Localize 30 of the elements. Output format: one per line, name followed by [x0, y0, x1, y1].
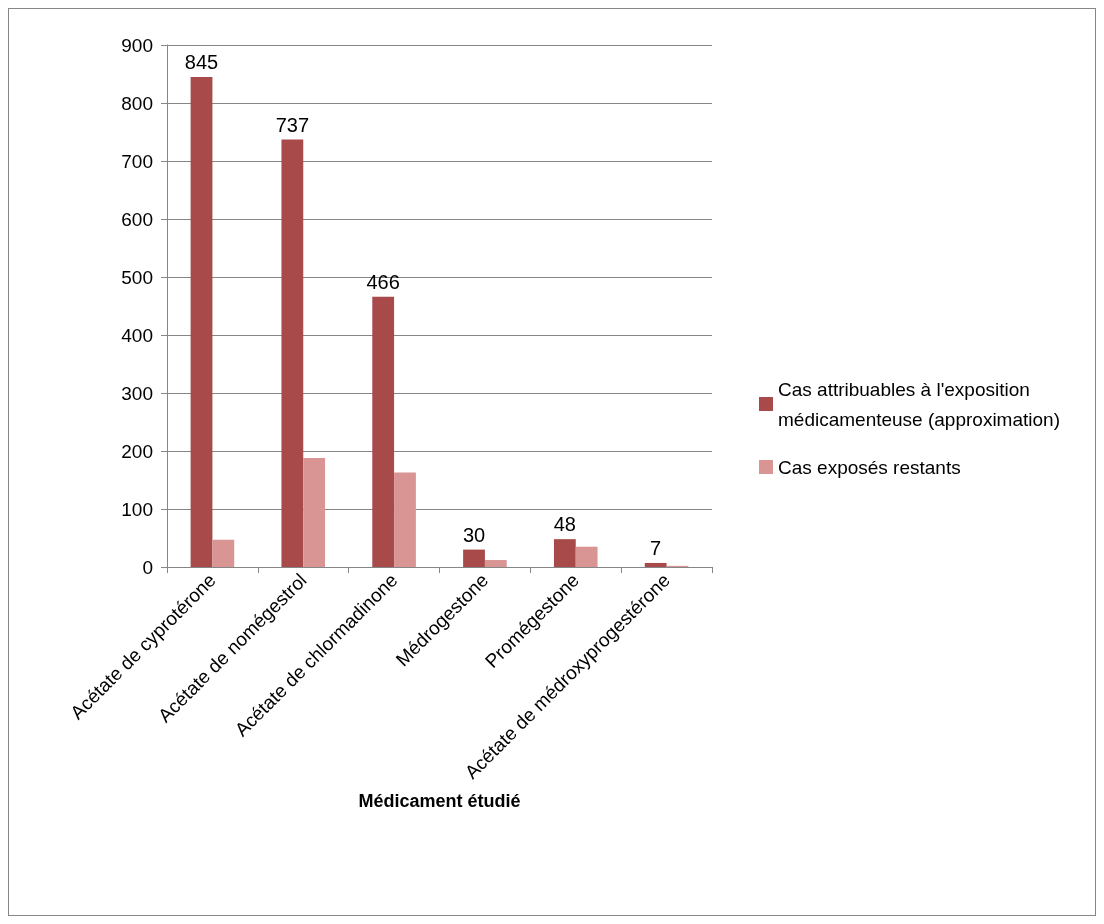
data-label: 466 — [366, 270, 400, 293]
bar — [484, 560, 507, 567]
y-tick-label: 100 — [121, 498, 153, 520]
y-tick-label: 500 — [121, 266, 153, 288]
data-label: 845 — [184, 50, 219, 73]
data-label: 48 — [553, 513, 576, 536]
data-label: 7 — [650, 536, 662, 559]
bar — [463, 549, 485, 567]
bar — [644, 562, 667, 567]
y-tick-label: 700 — [121, 150, 153, 172]
data-label: 737 — [275, 113, 310, 136]
legend-label: Cas exposés restants — [778, 456, 961, 478]
bar — [372, 296, 395, 567]
y-tick-label: 800 — [121, 92, 153, 114]
y-tick-label: 0 — [142, 556, 153, 578]
bar — [394, 472, 416, 567]
bar — [190, 76, 213, 567]
y-tick-label: 600 — [121, 208, 153, 230]
legend-label: Cas attribuables à l'exposition médicamenteuse (approximation) — [778, 378, 1060, 430]
data-label: 30 — [462, 523, 486, 546]
y-tick-label: 400 — [121, 324, 153, 346]
bar — [212, 539, 235, 567]
y-tick-label: 900 — [121, 34, 153, 56]
bar — [575, 546, 598, 567]
y-tick-label: 200 — [121, 440, 153, 462]
bar — [281, 139, 304, 567]
y-tick-label: 300 — [121, 382, 153, 404]
bar — [553, 539, 576, 567]
bar — [303, 457, 326, 567]
x-axis-title: Médicament étudié — [358, 791, 521, 811]
